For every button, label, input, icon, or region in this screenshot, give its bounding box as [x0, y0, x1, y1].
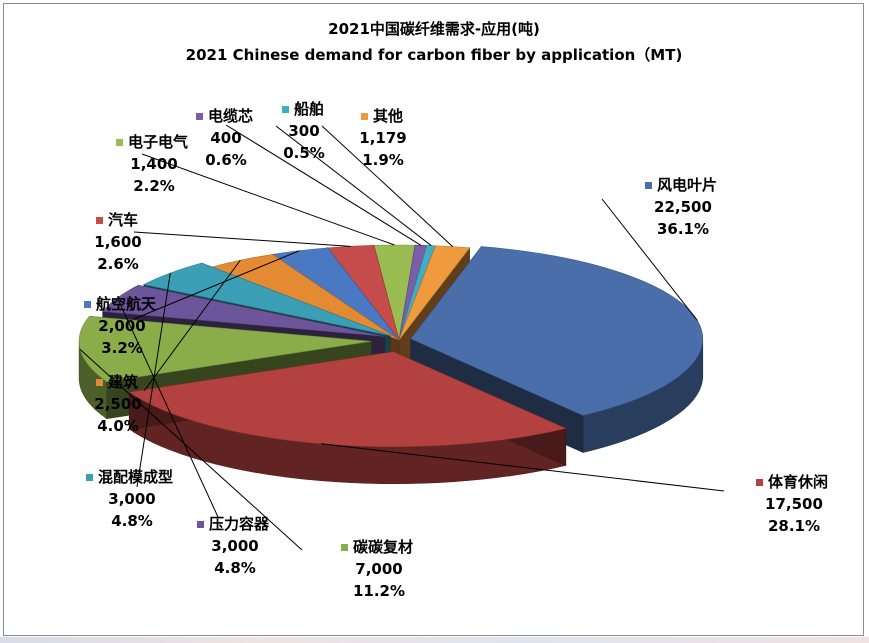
slice-percent-5: 4.0%	[97, 417, 139, 435]
slice-value-10: 300	[288, 122, 319, 140]
slice-percent-1: 28.1%	[768, 517, 820, 535]
slice-value-4: 3,000	[108, 490, 155, 508]
slice-label-9: 电缆芯 400 0.6%	[196, 107, 253, 169]
slice-value-2: 7,000	[355, 560, 402, 578]
slice-label-10: 船舶 300 0.5%	[282, 100, 325, 162]
slice-percent-9: 0.6%	[205, 151, 247, 169]
legend-swatch-10	[282, 106, 289, 113]
slice-name-1: 体育休闲	[768, 473, 828, 491]
slice-label-8: 电子电气 1,400 2.2%	[116, 133, 188, 195]
slice-value-6: 2,000	[98, 317, 145, 335]
leader-line-8	[141, 153, 395, 246]
pie-chart: 2021中国碳纤维需求-应用(吨) 2021 Chinese demand fo…	[78, 20, 828, 600]
slice-name-0: 风电叶片	[657, 176, 717, 194]
slice-name-2: 碳碳复材	[353, 538, 413, 556]
slice-labels: 风电叶片 22,500 36.1% 体育休闲 17,500 28.1% 碳碳复材 7,000 1…	[84, 100, 828, 600]
slice-value-5: 2,500	[94, 395, 141, 413]
slice-percent-11: 1.9%	[362, 151, 404, 169]
leader-line-0	[601, 198, 698, 321]
slice-value-9: 400	[210, 129, 241, 147]
legend-swatch-8	[116, 139, 123, 146]
slice-percent-3: 4.8%	[214, 559, 256, 577]
slice-name-4: 混配模成型	[98, 468, 173, 486]
leader-line-9	[225, 124, 422, 246]
leader-line-11	[321, 125, 454, 247]
slice-percent-7: 2.6%	[97, 255, 139, 273]
legend-swatch-3	[197, 521, 204, 528]
slice-name-8: 电子电气	[128, 133, 188, 151]
slice-value-3: 3,000	[211, 537, 258, 555]
slice-value-1: 17,500	[765, 495, 823, 513]
slice-label-11: 其他 1,179 1.9%	[359, 107, 406, 169]
slice-percent-0: 36.1%	[657, 220, 709, 238]
leader-line-2	[79, 349, 303, 551]
legend-swatch-1	[756, 479, 763, 486]
slice-value-8: 1,400	[130, 155, 177, 173]
slice-label-7: 汽车 1,600 2.6%	[94, 211, 141, 273]
slice-name-11: 其他	[373, 107, 403, 125]
slice-name-10: 船舶	[294, 100, 324, 118]
slice-percent-6: 3.2%	[101, 339, 143, 357]
slice-label-6: 航空航天 2,000 3.2%	[84, 295, 157, 357]
slice-percent-8: 2.2%	[133, 177, 175, 195]
slice-label-3: 压力容器 3,000 4.8%	[197, 515, 270, 577]
leader-line-3	[116, 297, 219, 518]
slice-label-4: 混配模成型 3,000 4.8%	[86, 468, 173, 530]
legend-swatch-11	[361, 113, 368, 120]
legend-swatch-2	[341, 544, 348, 551]
legend-swatch-4	[86, 474, 93, 481]
slice-name-6: 航空航天	[96, 295, 157, 313]
chart-title: 2021中国碳纤维需求-应用(吨)	[328, 20, 540, 38]
leader-line-10	[275, 125, 432, 246]
slice-name-3: 压力容器	[209, 515, 270, 533]
slice-percent-10: 0.5%	[283, 144, 325, 162]
slice-percent-2: 11.2%	[353, 582, 405, 600]
leader-lines	[79, 124, 725, 551]
legend-swatch-6	[84, 301, 91, 308]
leader-line-7	[133, 231, 351, 247]
slice-label-0: 风电叶片 22,500 36.1%	[645, 176, 717, 238]
slice-name-7: 汽车	[108, 211, 138, 229]
slice-1	[128, 351, 567, 485]
slice-name-9: 电缆芯	[208, 107, 253, 125]
chart-subtitle: 2021 Chinese demand for carbon fiber by …	[186, 46, 683, 64]
slice-value-11: 1,179	[359, 129, 406, 147]
chart-frame: 2021中国碳纤维需求-应用(吨) 2021 Chinese demand fo…	[3, 3, 864, 636]
slice-percent-4: 4.8%	[111, 512, 153, 530]
legend-swatch-5	[96, 379, 103, 386]
bottom-strip	[0, 637, 869, 643]
legend-swatch-9	[196, 113, 203, 120]
leader-line-1	[321, 443, 725, 492]
slice-name-5: 建筑	[108, 373, 138, 391]
legend-swatch-0	[645, 182, 652, 189]
slice-value-7: 1,600	[94, 233, 141, 251]
slice-value-0: 22,500	[654, 198, 712, 216]
slice-label-1: 体育休闲 17,500 28.1%	[756, 473, 828, 535]
pie-slices	[78, 244, 704, 485]
leader-line-4	[136, 272, 171, 488]
legend-swatch-7	[96, 217, 103, 224]
slice-label-5: 建筑 2,500 4.0%	[94, 373, 141, 435]
leader-line-6	[133, 250, 300, 320]
slice-label-2: 碳碳复材 7,000 11.2%	[341, 538, 413, 600]
